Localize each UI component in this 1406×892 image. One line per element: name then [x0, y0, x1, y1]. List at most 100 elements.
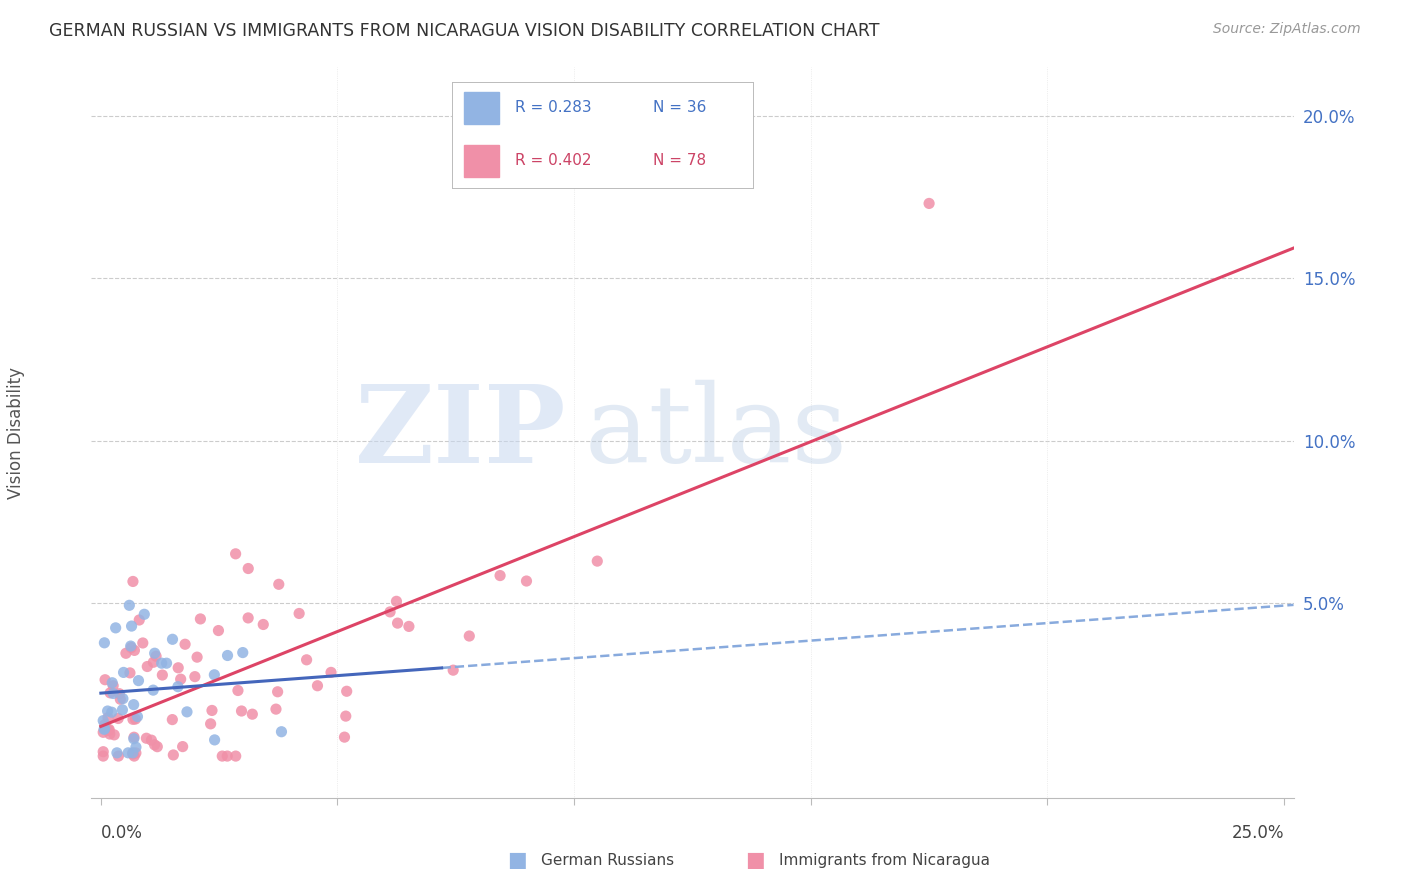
Point	[122, 730, 145, 744]
Text: atlas: atlas	[585, 380, 848, 485]
Text: Immigrants from Nicaragua: Immigrants from Nicaragua	[779, 854, 990, 868]
Point	[146, 739, 169, 754]
Point	[186, 650, 208, 665]
Point	[100, 705, 122, 719]
Point	[155, 656, 177, 670]
Point	[124, 643, 146, 657]
Point	[207, 624, 229, 638]
Text: 0.0%: 0.0%	[101, 824, 143, 842]
Point	[515, 574, 537, 588]
Point	[204, 732, 226, 747]
Point	[121, 746, 143, 760]
Point	[231, 704, 253, 718]
Point	[91, 749, 114, 764]
Point	[201, 703, 224, 717]
Point	[387, 616, 409, 631]
Point	[107, 711, 129, 725]
Point	[489, 568, 512, 582]
Point	[385, 594, 408, 608]
Point	[295, 653, 318, 667]
Point	[217, 648, 239, 663]
Point	[91, 725, 114, 739]
Point	[211, 749, 233, 764]
Point	[97, 711, 120, 725]
Point	[172, 739, 194, 754]
Point	[97, 704, 120, 718]
Point	[162, 713, 184, 727]
Point	[134, 607, 156, 622]
Y-axis label: Vision Disability: Vision Disability	[7, 367, 25, 499]
Point	[398, 619, 420, 633]
Point	[103, 728, 125, 742]
Point	[127, 709, 149, 723]
Point	[150, 668, 173, 682]
Point	[225, 547, 247, 561]
Point	[202, 667, 225, 681]
Point	[122, 574, 145, 589]
Point	[118, 599, 141, 613]
Point	[115, 646, 138, 660]
Point	[110, 692, 132, 706]
Point	[142, 683, 165, 698]
Text: Source: ZipAtlas.com: Source: ZipAtlas.com	[1213, 22, 1361, 37]
Point	[319, 665, 342, 680]
Point	[118, 665, 141, 680]
Point	[121, 619, 143, 633]
Point	[101, 679, 124, 693]
Point	[120, 639, 142, 653]
Point	[441, 663, 464, 677]
Point	[142, 655, 165, 669]
Point	[98, 723, 121, 737]
Point	[378, 605, 401, 619]
Point	[98, 686, 121, 700]
Point	[122, 712, 145, 726]
Point	[238, 561, 260, 575]
Point	[98, 727, 121, 741]
Point	[226, 683, 249, 698]
Point	[143, 738, 166, 752]
Point	[107, 749, 129, 764]
Point	[458, 629, 481, 643]
Point	[145, 649, 167, 664]
Point	[162, 747, 184, 762]
Text: ■: ■	[508, 850, 527, 870]
Point	[335, 709, 357, 723]
Point	[132, 636, 155, 650]
Point	[190, 612, 212, 626]
Point	[167, 661, 190, 675]
Point	[200, 716, 222, 731]
Point	[162, 632, 184, 647]
Point	[225, 749, 247, 764]
Point	[184, 670, 207, 684]
Point	[128, 613, 150, 627]
Point	[333, 730, 356, 744]
Point	[93, 723, 115, 737]
Point	[117, 746, 139, 760]
Text: ZIP: ZIP	[354, 380, 567, 485]
Point	[111, 703, 134, 717]
Point	[236, 611, 259, 625]
Point	[288, 607, 311, 621]
Point	[267, 577, 290, 591]
Point	[143, 646, 166, 660]
Point	[150, 657, 173, 671]
Point	[127, 673, 149, 688]
Point	[93, 722, 115, 736]
Point	[252, 617, 274, 632]
Point	[170, 672, 193, 686]
Point	[93, 718, 115, 732]
Point	[307, 679, 329, 693]
Point	[125, 746, 148, 760]
Point	[105, 746, 128, 760]
Point	[240, 707, 263, 722]
Point	[135, 731, 157, 746]
Point	[122, 698, 145, 712]
Point	[918, 196, 941, 211]
Point	[122, 749, 145, 764]
Point	[217, 749, 239, 764]
Point	[270, 724, 292, 739]
Point	[91, 714, 114, 728]
Point	[111, 691, 134, 706]
Point	[108, 687, 131, 701]
Point	[122, 731, 145, 746]
